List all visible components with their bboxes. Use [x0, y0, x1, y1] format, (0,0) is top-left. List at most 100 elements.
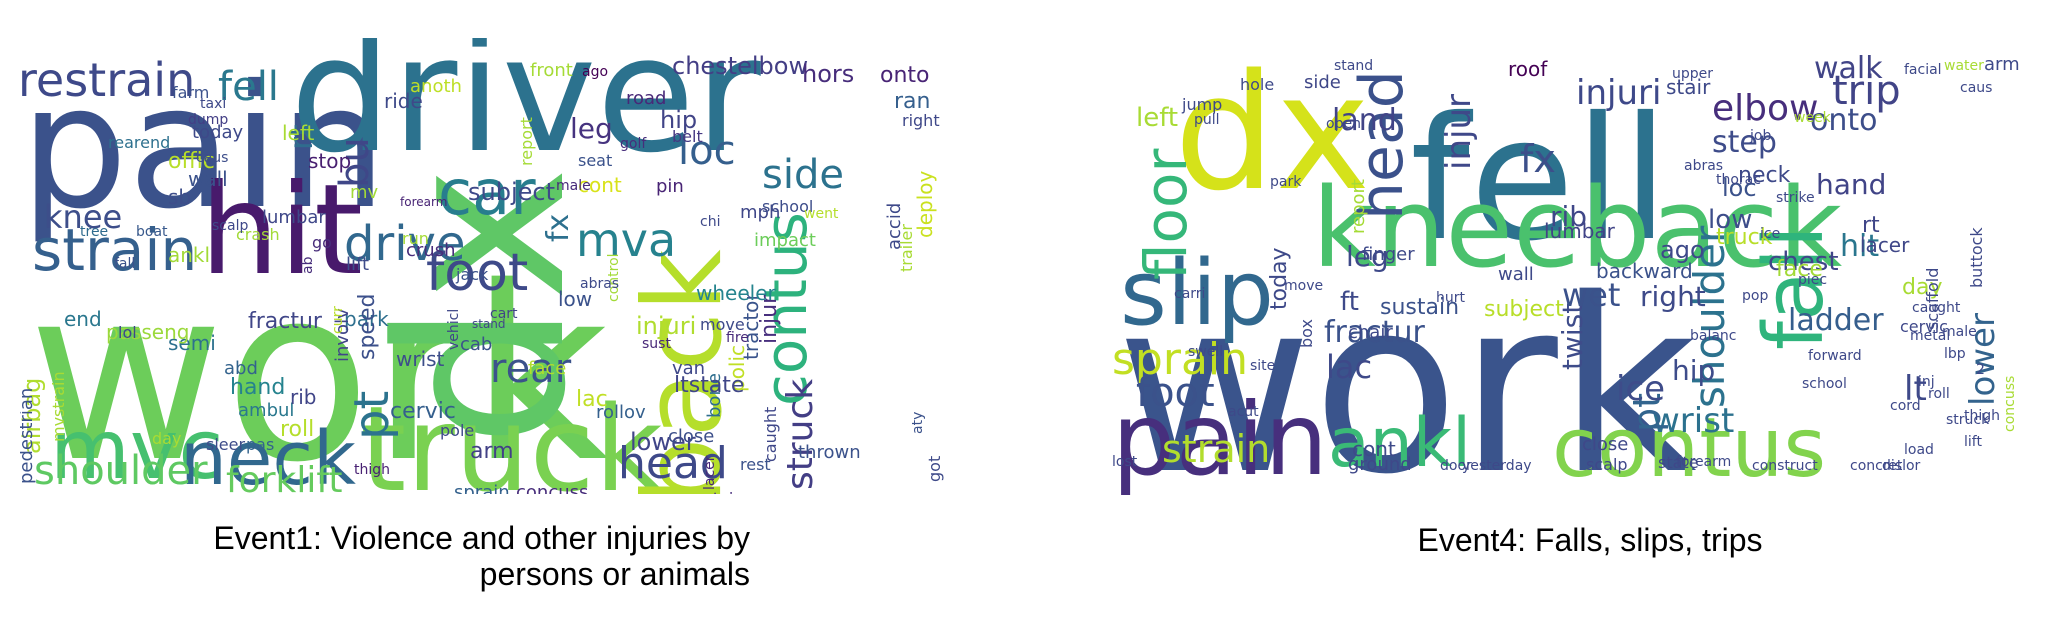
wordcloud-word: fx [1520, 137, 1556, 181]
wordcloud-word: day [1902, 275, 1942, 300]
wordcloud-word: control [606, 253, 622, 302]
wordcloud-word: contus [752, 212, 820, 406]
wordcloud-word: fx [541, 214, 576, 242]
wordcloud-word: restrain [20, 53, 195, 107]
wordcloud-word: hit [1840, 229, 1879, 264]
wordcloud-word: sustain [686, 489, 743, 494]
caption-event1: Event1: Violence and other injuries by p… [130, 520, 750, 592]
wordcloud-word: balanc [1690, 328, 1737, 344]
wordcloud-word: subject [1484, 297, 1564, 322]
wordcloud-word: hip [660, 106, 697, 134]
wordcloud-word: male [556, 178, 591, 194]
wordcloud-word: ankl [168, 243, 210, 267]
wordcloud-word: wrist [1652, 401, 1734, 441]
wordcloud-word: arm [1984, 54, 2020, 75]
wordcloud-word: cont [578, 173, 622, 197]
wordcloud-word: dislor [1882, 458, 1921, 474]
wordcloud-word: report [517, 117, 536, 166]
wordcloud-word: pas [246, 435, 274, 454]
wordcloud-word: onto [880, 63, 930, 88]
wordcloud-word: pt [1625, 393, 1669, 432]
wordcloud-word: forklift [226, 460, 343, 494]
wordcloud-word: fell [218, 64, 279, 110]
wordcloud-word: head [618, 438, 728, 489]
wordcloud-word: pole [440, 421, 474, 440]
wordcloud-word: rest [740, 455, 771, 474]
wordcloud-word: mva [576, 213, 676, 267]
wordcloud-word: work [28, 235, 609, 494]
wordcloud-word: male [1942, 324, 1977, 340]
wordcloud-word: back [621, 249, 746, 494]
wordcloud-word: caus [196, 150, 228, 166]
wordcloud-word: mvc [50, 403, 224, 494]
wordcloud-word: abd [224, 358, 258, 379]
wordcloud-word: bu [332, 137, 378, 188]
wordcloud-word: got [925, 456, 944, 482]
wordcloud-word: crash [236, 225, 280, 244]
wordcloud-word: taxi [200, 96, 226, 112]
wordcloud-word: cervic [390, 399, 456, 424]
wordcloud-word: cab [460, 334, 492, 355]
wordcloud-word: rt [282, 124, 320, 150]
wordcloud-word: lift [1964, 434, 1982, 450]
wordcloud-word: pedestrian [20, 388, 37, 484]
wordcloud-word: foot [1136, 370, 1215, 416]
wordcloud-word: pull [1194, 112, 1220, 128]
wordcloud-word: strain [1162, 427, 1270, 471]
wordcloud-word: concret [1850, 458, 1903, 474]
wordcloud-word: abras [1684, 158, 1723, 174]
wordcloud-word: belt [672, 127, 703, 146]
wordcloud-word: forearm [400, 195, 447, 209]
wordcloud-panel-event1: work dx pain driver hit truck back mvc neck strai… [20, 38, 944, 592]
wordcloud-word: semi [168, 331, 216, 355]
wordcloud-word: fell [1410, 81, 1669, 279]
wordcloud-word: arm [470, 439, 514, 464]
wordcloud-word: knee [44, 198, 122, 236]
wordcloud-word: wrist [396, 347, 445, 371]
wordcloud-word: van [672, 358, 705, 379]
wordcloud-word: ground [1348, 454, 1412, 475]
wordcloud-word: yesterday [1462, 458, 1532, 474]
wordcloud-word: state [1658, 453, 1699, 472]
wordcloud-panel-event4: work fell dx kneeback pain slip head contus ankl… [1024, 0, 2048, 618]
wordcloud-word: lt [1904, 369, 1927, 409]
wordcloud-word: wheeler [696, 281, 777, 305]
wordcloud-word: piec [1798, 272, 1827, 288]
wordcloud-word: lumbar [262, 207, 326, 228]
wordcloud-word: land [1332, 103, 1397, 138]
wordcloud-word: offic [168, 149, 215, 174]
wordcloud-word: close [668, 426, 714, 447]
wordcloud-word: anoth [410, 76, 462, 97]
wordcloud-word: lac [576, 387, 608, 412]
wordcloud-word: shoulder [34, 448, 208, 494]
wordcloud-word: sleer [206, 435, 245, 454]
wordcloud-word: hip [1672, 354, 1715, 387]
wordcloud-event1: work dx pain driver hit truck back mvc neck strai… [20, 38, 944, 494]
wordcloud-word: pop [1742, 288, 1768, 304]
wordcloud-word: abras [580, 276, 619, 292]
wordcloud-word: driver [290, 38, 761, 188]
wordcloud-word: left [282, 121, 315, 145]
wordcloud-word: concuss [2002, 376, 2018, 432]
wordcloud-word: leg [1346, 240, 1389, 273]
wordcloud-word: pt [344, 391, 400, 440]
wordcloud-word: face [1776, 257, 1823, 282]
wordcloud-word: lacer [702, 455, 718, 490]
wordcloud-word: box [1297, 319, 1316, 348]
wordcloud-word: day [152, 429, 181, 448]
wordcloud-word: park [1270, 174, 1302, 190]
wordcloud-word: construct [1752, 458, 1818, 474]
wordcloud-word: speed [355, 294, 380, 360]
wordcloud-word: head [1347, 70, 1417, 220]
wordcloud-word: go [312, 233, 332, 252]
wordcloud-word: low [558, 287, 592, 311]
wordcloud-word: thigh [354, 462, 390, 478]
wordcloud-word: fractur [1324, 315, 1426, 350]
wordcloud-word: struck [1946, 412, 1990, 428]
wordcloud-word: backward [1596, 259, 1693, 283]
wordcloud-word: curr [330, 306, 346, 334]
wordcloud-word: leg [570, 112, 613, 145]
wordcloud-word: jump [1181, 95, 1222, 114]
wordcloud-word: neck [180, 416, 356, 494]
wordcloud-word: stop [308, 149, 351, 173]
